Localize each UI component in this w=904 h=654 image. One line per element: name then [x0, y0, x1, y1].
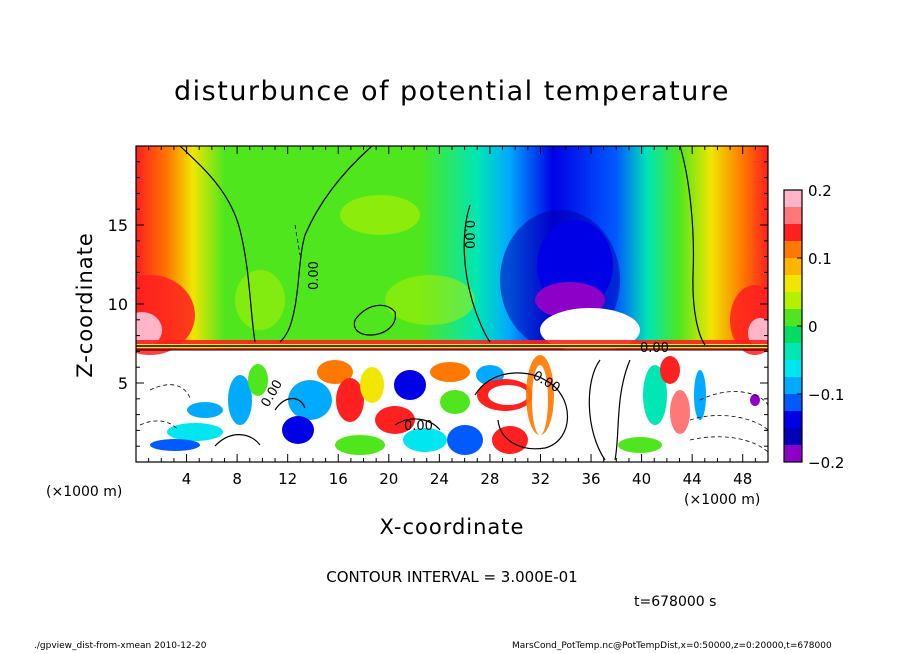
contour-line: [214, 434, 261, 447]
contour-line: [279, 145, 373, 343]
y-tick-label: 10: [108, 295, 128, 314]
contour-line: [474, 372, 568, 450]
contour-line: [394, 418, 441, 431]
x-tick-label: 20: [379, 470, 398, 488]
footer-right: MarsCond_PotTemp.nc@PotTempDist,x=0:5000…: [512, 641, 832, 651]
contour-label: 0.00: [307, 261, 322, 290]
colorbar-swatch: [784, 428, 802, 446]
contour-line: [179, 145, 256, 343]
contour-line: [588, 359, 606, 461]
colorbar-swatch: [784, 377, 802, 395]
contour-line-dashed: [149, 384, 191, 399]
colorbar-label: −0.2: [808, 454, 844, 472]
x-tick-label: 24: [430, 470, 449, 488]
x-axis-label: X-coordinate: [379, 515, 525, 539]
contour-line-dashed: [139, 420, 179, 431]
colorbar-swatch: [784, 224, 802, 242]
x-tick-label: 4: [182, 470, 192, 488]
x-tick-label: 40: [632, 470, 651, 488]
x-unit-label-left: (×1000 m): [46, 484, 123, 500]
contour-line-dashed: [689, 415, 769, 431]
contour-line: [353, 304, 397, 336]
colorbar-label: 0.1: [808, 250, 832, 268]
colorbar-swatch: [784, 292, 802, 310]
y-axis-label: Z-coordinate: [73, 232, 97, 378]
contour-line-dashed: [689, 436, 769, 453]
colorbar-label: 0: [808, 318, 818, 336]
contour-lines-negative: [139, 224, 769, 453]
x-tick-label: 8: [232, 470, 242, 488]
x-tick-label: 48: [733, 470, 752, 488]
colorbar-swatch: [784, 343, 802, 361]
contour-label: 0.00: [640, 341, 669, 356]
colorbar: 0.2 0.1 0 −0.1 −0.2: [783, 182, 844, 472]
contour-label: 0.00: [404, 419, 433, 434]
colorbar-swatch: [784, 258, 802, 276]
chart-title: disturbunce of potential temperature: [174, 76, 730, 107]
colorbar-label: −0.1: [808, 386, 844, 404]
contour-line: [679, 145, 706, 346]
time-label: t=678000 s: [634, 594, 717, 610]
colorbar-swatch: [784, 445, 802, 463]
colorbar-label: 0.2: [808, 182, 832, 200]
x-tick-label: 44: [683, 470, 702, 488]
colorbar-swatch: [784, 309, 802, 327]
x-tick-label: 28: [480, 470, 499, 488]
colorbar-swatch: [784, 241, 802, 259]
colorbar-swatch: [784, 360, 802, 378]
colorbar-swatch: [784, 394, 802, 412]
x-tick-label: 12: [278, 470, 297, 488]
y-tick-label: 5: [118, 374, 128, 393]
colorbar-swatch: [784, 275, 802, 293]
x-tick-label: 36: [581, 470, 600, 488]
footer-left: ./gpview_dist-from-xmean 2010-12-20: [34, 641, 207, 651]
heatmap-field: [136, 146, 768, 462]
contour-line: [274, 397, 306, 411]
x-tick-label: 16: [329, 470, 348, 488]
y-tick-label: 15: [108, 216, 128, 235]
x-tick-label: 32: [531, 470, 550, 488]
contour-interval-annotation: CONTOUR INTERVAL = 3.000E-01: [326, 568, 578, 586]
x-unit-label-right: (×1000 m): [684, 492, 761, 508]
contour-line: [463, 204, 491, 343]
contour-label: 0.00: [461, 220, 476, 249]
contour-line-dashed: [699, 391, 769, 406]
colorbar-swatch: [784, 190, 802, 208]
contour-lines: [136, 145, 768, 461]
colorbar-swatch: [784, 411, 802, 429]
contour-line: [614, 359, 631, 461]
contour-line-dashed: [294, 224, 301, 256]
colorbar-swatch: [784, 207, 802, 225]
colorbar-swatch: [784, 326, 802, 344]
